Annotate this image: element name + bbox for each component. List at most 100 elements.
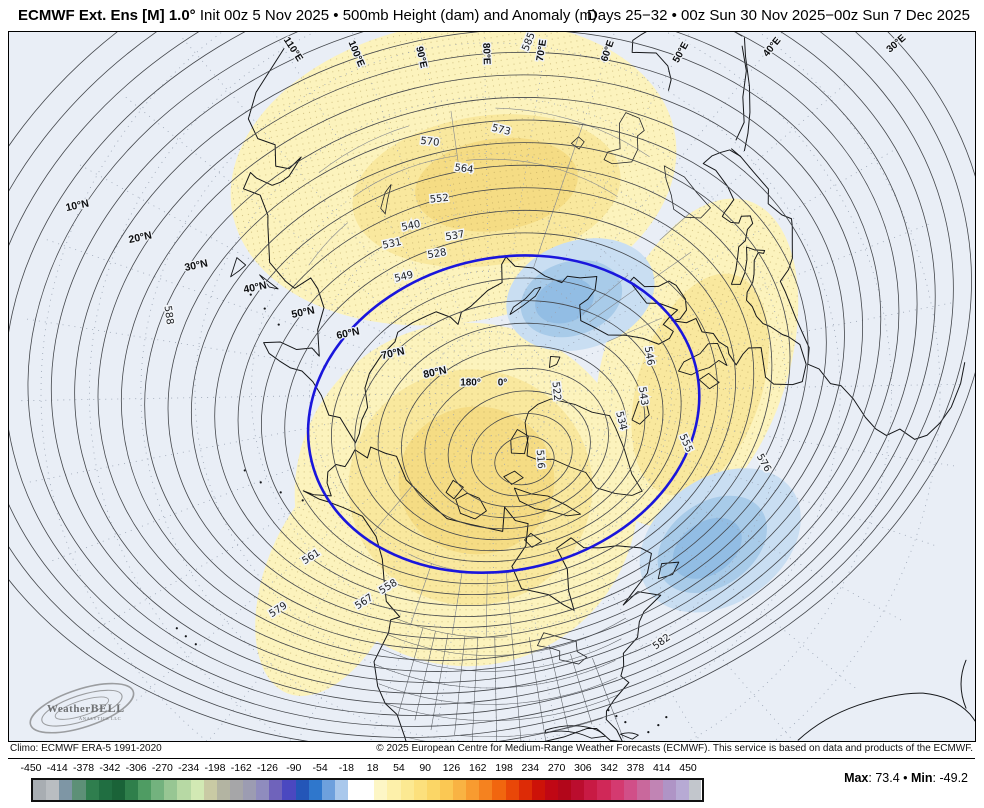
max-min-readout: Max: 73.4 • Min: -49.2 bbox=[844, 771, 968, 785]
colorbar-segment bbox=[46, 780, 60, 800]
colorbar-segment bbox=[426, 780, 440, 800]
colorbar-segment bbox=[387, 780, 401, 800]
colorbar-tick: -126 bbox=[257, 762, 279, 774]
contour-label: 570 bbox=[420, 136, 440, 149]
colorbar-tick: -90 bbox=[286, 762, 302, 774]
colorbar-segment bbox=[216, 780, 230, 800]
colorbar-segment bbox=[544, 780, 558, 800]
lakes bbox=[380, 112, 712, 665]
colorbar-tick: -18 bbox=[338, 762, 354, 774]
colorbar-tick: 198 bbox=[495, 762, 513, 774]
colorbar-segment bbox=[72, 780, 86, 800]
colorbar-segment bbox=[505, 780, 519, 800]
colorbar-segment bbox=[321, 780, 335, 800]
colorbar-segment bbox=[623, 780, 637, 800]
colorbar-segment bbox=[138, 780, 152, 800]
height-contours bbox=[9, 32, 975, 741]
contour-label: 516 bbox=[534, 449, 546, 469]
colorbar-segment bbox=[177, 780, 191, 800]
contour-label: 522 bbox=[549, 381, 562, 401]
colorbar-tick: -54 bbox=[312, 762, 328, 774]
longitude-label: 70°E bbox=[535, 39, 549, 63]
hispaniola bbox=[619, 732, 639, 740]
title-model: ECMWF Ext. Ens [M] 1.0° bbox=[18, 7, 196, 24]
colorbar-tick: 378 bbox=[626, 762, 645, 774]
colorbar-segment bbox=[466, 780, 480, 800]
colorbar-segment bbox=[571, 780, 585, 800]
colorbar-segment bbox=[636, 780, 650, 800]
colorbar-tick: 54 bbox=[393, 762, 405, 774]
colorbar-segment bbox=[269, 780, 283, 800]
colorbar-segment bbox=[151, 780, 165, 800]
colorbar-segment bbox=[400, 780, 414, 800]
colorbar-segment bbox=[676, 780, 690, 800]
political-borders bbox=[308, 107, 692, 741]
anomaly-region bbox=[672, 517, 742, 579]
colorbar-tick: 126 bbox=[442, 762, 461, 774]
cuba bbox=[544, 725, 606, 739]
colorbar-area: -450 -414 -378 -342 -306 -270 -234 -198 -162 -126… bbox=[0, 759, 984, 808]
title-valid-range: Days 25−32 • 00z Sun 30 Nov 2025−00z Sun… bbox=[586, 7, 970, 24]
colorbar-segment bbox=[98, 780, 112, 800]
colorbar-segment bbox=[308, 780, 322, 800]
colorbar-segment bbox=[124, 780, 138, 800]
contour-label: 543 bbox=[636, 386, 650, 406]
colorbar-tick: -234 bbox=[178, 762, 200, 774]
colorbar-segment bbox=[558, 780, 572, 800]
colorbar-segment bbox=[361, 780, 375, 800]
south-america-coast bbox=[797, 692, 975, 741]
colorbar-segment bbox=[610, 780, 624, 800]
colorbar-tick: 450 bbox=[679, 762, 697, 774]
colorbar-tick-labels: -450 -414 -378 -342 -306 -270 -234 -198 -162 -126… bbox=[20, 762, 700, 776]
colorbar-segment bbox=[597, 780, 611, 800]
colorbar-segment bbox=[85, 780, 99, 800]
attribution-strip: Climo: ECMWF ERA-5 1991-2020 © 2025 Euro… bbox=[8, 741, 975, 759]
min-label: Min bbox=[911, 771, 933, 785]
colorbar-segment bbox=[439, 780, 453, 800]
colorbar-segment bbox=[33, 780, 47, 800]
colorbar-segment bbox=[649, 780, 663, 800]
colorbar-tick: 90 bbox=[419, 762, 432, 774]
copyright-label: © 2025 European Centre for Medium-Range … bbox=[376, 743, 973, 754]
colorbar-tick: 342 bbox=[600, 762, 618, 774]
colorbar-tick: 162 bbox=[468, 762, 487, 774]
contour-label: 546 bbox=[642, 346, 656, 367]
max-value: 73.4 bbox=[875, 771, 900, 785]
colorbar-segment bbox=[243, 780, 257, 800]
colorbar-tick: 414 bbox=[652, 762, 671, 774]
colorbar-tick: 234 bbox=[521, 762, 540, 774]
colorbar-tick: -198 bbox=[204, 762, 226, 774]
colorbar-tick: 18 bbox=[366, 762, 379, 774]
colorbar-segment bbox=[453, 780, 467, 800]
colorbar-tick: -306 bbox=[125, 762, 147, 774]
colorbar-tick: -414 bbox=[46, 762, 68, 774]
colorbar-segment bbox=[229, 780, 243, 800]
contour-label: 552 bbox=[429, 193, 449, 206]
colorbar-segment bbox=[59, 780, 73, 800]
colorbar-segment bbox=[164, 780, 178, 800]
min-value: -49.2 bbox=[939, 771, 969, 785]
colorbar-segment bbox=[531, 780, 545, 800]
max-label: Max bbox=[844, 771, 869, 785]
anomaly-region bbox=[535, 277, 594, 324]
colorbar-tick: -162 bbox=[230, 762, 252, 774]
colorbar-segment bbox=[295, 780, 309, 800]
colorbar bbox=[31, 778, 704, 802]
pole-meridian-label: 180° bbox=[460, 378, 481, 389]
contour-label: 588 bbox=[162, 305, 176, 325]
longitude-label: 80°E bbox=[480, 43, 492, 65]
colorbar-tick: -378 bbox=[73, 762, 95, 774]
islands bbox=[175, 257, 728, 740]
svg-text:ANALYTICS LLC: ANALYTICS LLC bbox=[79, 716, 121, 721]
colorbar-segment bbox=[479, 780, 493, 800]
contour-label: 528 bbox=[427, 247, 448, 261]
contour-540-blue bbox=[306, 254, 701, 574]
colorbar-segment bbox=[111, 780, 125, 800]
colorbar-tick: -270 bbox=[151, 762, 173, 774]
colorbar-segment bbox=[374, 780, 388, 800]
colorbar-segment bbox=[492, 780, 506, 800]
colorbar-segment bbox=[334, 780, 348, 800]
